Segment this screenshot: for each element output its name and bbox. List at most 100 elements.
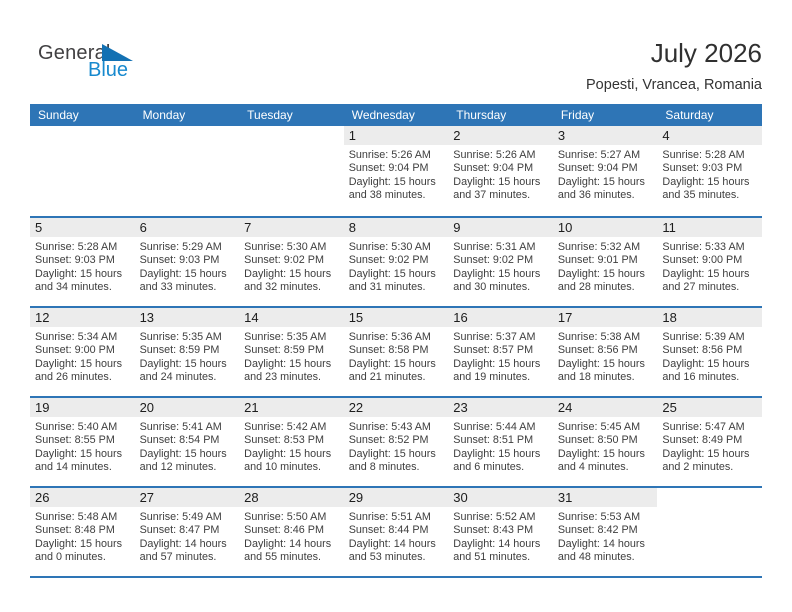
weekday-header-thursday: Thursday: [456, 108, 507, 122]
sunrise-text: Sunrise: 5:53 AM: [557, 511, 641, 523]
day-number: 6: [139, 220, 147, 235]
day-number-band: 19: [30, 398, 135, 417]
day-cell-14: 14 Sunrise: 5:35 AM Sunset: 8:59 PM Dayligh…: [239, 308, 344, 396]
day-number: 3: [557, 128, 566, 143]
day-details: Sunrise: 5:38 AM Sunset: 8:56 PM Daylight:…: [553, 327, 658, 385]
sunset-text: Sunset: 8:54 PM: [139, 434, 220, 447]
daylight-text-line1: Daylight: 15 hours: [348, 267, 436, 280]
day-details: Sunrise: 5:29 AM Sunset: 9:03 PM Daylight:…: [135, 237, 240, 295]
sunrise-text: Sunrise: 5:32 AM: [557, 241, 641, 253]
daylight-text-line1: Daylight: 15 hours: [35, 447, 123, 460]
daylight-text-line1: Daylight: 15 hours: [35, 357, 123, 370]
day-number-band: 3: [552, 126, 658, 145]
day-number-band: 18: [657, 308, 762, 327]
day-number: 25: [662, 400, 677, 415]
day-cell-26: 26 Sunrise: 5:48 AM Sunset: 8:48 PM Dayligh…: [30, 488, 135, 576]
day-details: Sunrise: 5:36 AM Sunset: 8:58 PM Daylight:…: [344, 327, 449, 385]
sunset-text: Sunset: 8:47 PM: [139, 524, 220, 537]
sunrise-text: Sunrise: 5:49 AM: [139, 511, 222, 523]
weekday-header-tuesday: Tuesday: [247, 108, 293, 122]
day-cell-15: 15 Sunrise: 5:36 AM Sunset: 8:58 PM Dayligh…: [343, 308, 449, 396]
day-number-band: 15: [343, 308, 449, 327]
sunset-text: Sunset: 8:46 PM: [244, 524, 324, 537]
sunset-text: Sunset: 8:57 PM: [453, 344, 534, 357]
sunrise-text: Sunrise: 5:28 AM: [662, 149, 745, 161]
empty-cell: [239, 126, 344, 216]
daylight-text-line1: Daylight: 15 hours: [244, 447, 332, 460]
day-number: 24: [557, 400, 573, 415]
day-details: Sunrise: 5:34 AM Sunset: 9:00 PM Daylight:…: [30, 327, 135, 385]
sunrise-text: Sunrise: 5:28 AM: [35, 241, 118, 253]
day-details: Sunrise: 5:45 AM Sunset: 8:50 PM Daylight:…: [553, 417, 658, 475]
day-cell-16: 16 Sunrise: 5:37 AM Sunset: 8:57 PM Dayligh…: [448, 308, 553, 396]
sunrise-text: Sunrise: 5:27 AM: [557, 149, 641, 161]
sunset-text: Sunset: 9:03 PM: [662, 162, 743, 175]
day-cell-19: 19 Sunrise: 5:40 AM Sunset: 8:55 PM Dayligh…: [30, 398, 135, 486]
sunset-text: Sunset: 8:53 PM: [244, 434, 324, 447]
daylight-text-line2: and 38 minutes.: [348, 189, 426, 202]
day-number-band: 9: [448, 218, 553, 237]
day-cell-3: 3 Sunrise: 5:27 AM Sunset: 9:04 PM Daylight…: [552, 126, 658, 216]
day-number-band: 14: [239, 308, 344, 327]
day-details: Sunrise: 5:35 AM Sunset: 8:59 PM Daylight:…: [239, 327, 344, 385]
day-details: Sunrise: 5:47 AM Sunset: 8:49 PM Daylight:…: [657, 417, 762, 475]
day-cell-25: 25 Sunrise: 5:47 AM Sunset: 8:49 PM Dayligh…: [657, 398, 762, 486]
day-number-band: 28: [239, 488, 344, 507]
daylight-text-line2: and 24 minutes.: [139, 371, 217, 384]
daylight-text-line1: Daylight: 14 hours: [453, 537, 541, 550]
general-blue-logo: General Blue: [38, 42, 198, 86]
daylight-text-line1: Daylight: 15 hours: [662, 357, 750, 370]
day-number: 17: [557, 310, 573, 325]
day-cell-9: 9 Sunrise: 5:31 AM Sunset: 9:02 PM Daylight…: [448, 218, 553, 306]
day-details: Sunrise: 5:41 AM Sunset: 8:54 PM Daylight:…: [135, 417, 240, 475]
day-number: 1: [348, 128, 356, 143]
daylight-text-line1: Daylight: 15 hours: [348, 175, 436, 188]
sunrise-text: Sunrise: 5:50 AM: [244, 511, 327, 523]
day-cell-11: 11 Sunrise: 5:33 AM Sunset: 9:00 PM Dayligh…: [657, 218, 762, 306]
daylight-text-line1: Daylight: 15 hours: [244, 267, 332, 280]
sunrise-text: Sunrise: 5:39 AM: [662, 331, 745, 343]
day-details: Sunrise: 5:26 AM Sunset: 9:04 PM Daylight:…: [448, 145, 553, 203]
day-number: 30: [453, 490, 468, 505]
daylight-text-line2: and 14 minutes.: [35, 461, 112, 474]
day-cell-10: 10 Sunrise: 5:32 AM Sunset: 9:01 PM Dayligh…: [552, 218, 658, 306]
sunset-text: Sunset: 8:59 PM: [244, 344, 324, 357]
daylight-text-line1: Daylight: 14 hours: [244, 537, 332, 550]
sunset-text: Sunset: 9:00 PM: [35, 344, 115, 357]
empty-cell: [657, 488, 762, 576]
calendar-table: Sunday Monday Tuesday Wednesday Thursday Frid…: [30, 104, 762, 578]
day-number: 29: [348, 490, 364, 505]
day-number: 19: [35, 400, 50, 415]
daylight-text-line2: and 10 minutes.: [244, 461, 321, 474]
sunset-text: Sunset: 8:56 PM: [557, 344, 638, 357]
day-number: 23: [453, 400, 468, 415]
daylight-text-line2: and 2 minutes.: [662, 461, 734, 474]
day-number-band: 8: [343, 218, 449, 237]
sunrise-text: Sunrise: 5:52 AM: [453, 511, 536, 523]
day-number-band: 31: [552, 488, 658, 507]
day-number-band: 4: [657, 126, 762, 145]
day-number-band: 11: [657, 218, 762, 237]
daylight-text-line2: and 27 minutes.: [662, 281, 740, 294]
sunrise-text: Sunrise: 5:35 AM: [139, 331, 222, 343]
weekday-header-saturday: Saturday: [665, 108, 714, 122]
sunrise-text: Sunrise: 5:37 AM: [453, 331, 536, 343]
daylight-text-line1: Daylight: 15 hours: [139, 267, 227, 280]
daylight-text-line1: Daylight: 15 hours: [453, 175, 541, 188]
daylight-text-line2: and 33 minutes.: [139, 281, 217, 294]
day-number: 18: [662, 310, 677, 325]
day-details: Sunrise: 5:39 AM Sunset: 8:56 PM Daylight:…: [657, 327, 762, 385]
daylight-text-line1: Daylight: 15 hours: [348, 447, 436, 460]
sunrise-text: Sunrise: 5:30 AM: [244, 241, 327, 253]
sunrise-text: Sunrise: 5:33 AM: [662, 241, 745, 253]
weekday-header-friday: Friday: [560, 108, 595, 122]
day-number-band: 21: [239, 398, 344, 417]
daylight-text-line1: Daylight: 15 hours: [557, 447, 645, 460]
daylight-text-line2: and 23 minutes.: [244, 371, 321, 384]
sunset-text: Sunset: 8:42 PM: [557, 524, 638, 537]
daylight-text-line1: Daylight: 15 hours: [453, 357, 541, 370]
day-number-band: 24: [552, 398, 658, 417]
sunrise-text: Sunrise: 5:45 AM: [557, 421, 641, 433]
day-cell-22: 22 Sunrise: 5:43 AM Sunset: 8:52 PM Dayligh…: [343, 398, 449, 486]
day-details: Sunrise: 5:51 AM Sunset: 8:44 PM Daylight:…: [344, 507, 449, 565]
